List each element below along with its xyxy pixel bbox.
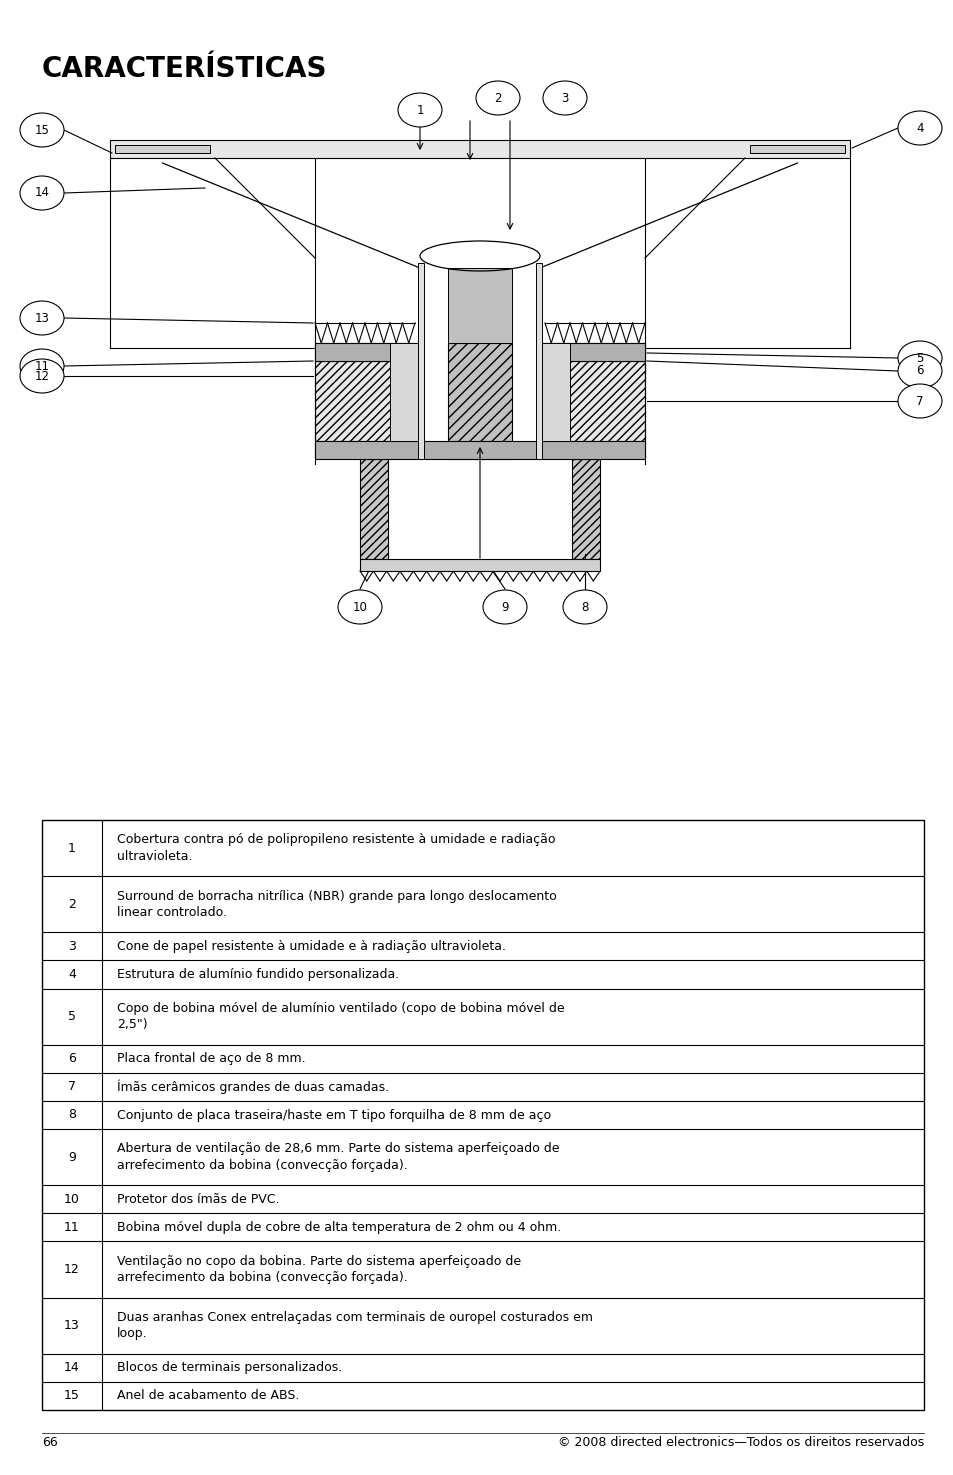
Ellipse shape [397, 93, 441, 127]
Text: 4: 4 [68, 968, 76, 981]
Text: 5: 5 [68, 1010, 76, 1024]
Bar [314, 441, 644, 459]
Ellipse shape [897, 384, 941, 417]
Text: 2: 2 [68, 898, 76, 910]
Bar [314, 361, 419, 441]
Text: 14: 14 [64, 1361, 80, 1375]
Text: 12: 12 [34, 370, 50, 382]
Text: Placa frontal de aço de 8 mm.: Placa frontal de aço de 8 mm. [117, 1052, 305, 1065]
Text: Cobertura contra pó de polipropileno resistente à umidade e radiação
ultraviolet: Cobertura contra pó de polipropileno res… [117, 833, 555, 863]
Text: 7: 7 [915, 394, 923, 407]
Text: © 2008 directed electronics—Todos os direitos reservados: © 2008 directed electronics—Todos os dir… [558, 1437, 923, 1450]
Text: 1: 1 [68, 842, 76, 854]
Ellipse shape [562, 590, 606, 624]
Bar [359, 459, 388, 559]
Text: 6: 6 [68, 1052, 76, 1065]
Text: 10: 10 [353, 600, 367, 614]
Text: 13: 13 [34, 311, 50, 324]
Text: Cone de papel resistente à umidade e à radiação ultravioleta.: Cone de papel resistente à umidade e à r… [117, 940, 505, 953]
Text: Ventilação no copo da bobina. Parte do sistema aperfeiçoado de
arrefecimento da : Ventilação no copo da bobina. Parte do s… [117, 1255, 520, 1285]
Bar [115, 145, 210, 153]
Text: Copo de bobina móvel de alumínio ventilado (copo de bobina móvel de
2,5"): Copo de bobina móvel de alumínio ventila… [117, 1002, 564, 1031]
Text: Protetor dos ímãs de PVC.: Protetor dos ímãs de PVC. [117, 1193, 279, 1205]
Ellipse shape [476, 81, 519, 115]
Ellipse shape [542, 81, 586, 115]
Text: Blocos de terminais personalizados.: Blocos de terminais personalizados. [117, 1361, 342, 1375]
Text: 15: 15 [64, 1389, 80, 1403]
Text: 9: 9 [68, 1150, 76, 1164]
Bar [539, 344, 569, 441]
Bar [110, 140, 849, 158]
Text: Conjunto de placa traseira/haste em T tipo forquilha de 8 mm de aço: Conjunto de placa traseira/haste em T ti… [117, 1109, 551, 1121]
Text: 3: 3 [560, 91, 568, 105]
Ellipse shape [337, 590, 381, 624]
Text: 12: 12 [64, 1263, 80, 1276]
Ellipse shape [482, 590, 526, 624]
Ellipse shape [897, 341, 941, 375]
Text: Bobina móvel dupla de cobre de alta temperatura de 2 ohm ou 4 ohm.: Bobina móvel dupla de cobre de alta temp… [117, 1221, 560, 1235]
Ellipse shape [20, 176, 64, 209]
Text: 9: 9 [500, 600, 508, 614]
Text: 11: 11 [64, 1221, 80, 1235]
Text: 10: 10 [64, 1193, 80, 1205]
Ellipse shape [20, 350, 64, 384]
Ellipse shape [897, 354, 941, 388]
Bar [539, 361, 644, 441]
Bar [448, 268, 512, 344]
Text: Estrutura de alumínio fundido personalizada.: Estrutura de alumínio fundido personaliz… [117, 968, 399, 981]
Bar [572, 459, 599, 559]
Ellipse shape [20, 358, 64, 392]
Bar [314, 344, 419, 361]
Bar [359, 559, 599, 571]
Text: 8: 8 [580, 600, 588, 614]
Text: 3: 3 [68, 940, 76, 953]
Ellipse shape [20, 114, 64, 148]
Text: 66: 66 [42, 1437, 58, 1450]
Text: 8: 8 [68, 1109, 76, 1121]
Text: CARACTERÍSTICAS: CARACTERÍSTICAS [42, 55, 327, 83]
Text: Surround de borracha nitrílica (NBR) grande para longo deslocamento
linear contr: Surround de borracha nitrílica (NBR) gra… [117, 889, 557, 919]
Bar [390, 344, 419, 441]
Text: Anel de acabamento de ABS.: Anel de acabamento de ABS. [117, 1389, 299, 1403]
Text: 13: 13 [64, 1319, 80, 1332]
Text: 5: 5 [915, 351, 923, 364]
Text: Duas aranhas Conex entrelaçadas com terminais de ouropel costurados em
loop.: Duas aranhas Conex entrelaçadas com term… [117, 1311, 593, 1341]
Ellipse shape [897, 111, 941, 145]
Ellipse shape [20, 301, 64, 335]
Text: 1: 1 [416, 103, 423, 117]
Text: Ímãs cerâmicos grandes de duas camadas.: Ímãs cerâmicos grandes de duas camadas. [117, 1080, 389, 1094]
Bar [42, 820, 923, 1410]
Bar [539, 344, 644, 361]
Text: 15: 15 [34, 124, 50, 137]
Text: 11: 11 [34, 360, 50, 373]
Text: 7: 7 [68, 1080, 76, 1093]
Text: 6: 6 [915, 364, 923, 378]
Bar [417, 263, 423, 459]
Text: Abertura de ventilação de 28,6 mm. Parte do sistema aperfeiçoado de
arrefeciment: Abertura de ventilação de 28,6 mm. Parte… [117, 1143, 558, 1173]
Bar [448, 344, 512, 459]
Text: 2: 2 [494, 91, 501, 105]
Text: 4: 4 [915, 121, 923, 134]
Bar [749, 145, 844, 153]
Bar [536, 263, 541, 459]
Text: 14: 14 [34, 186, 50, 199]
